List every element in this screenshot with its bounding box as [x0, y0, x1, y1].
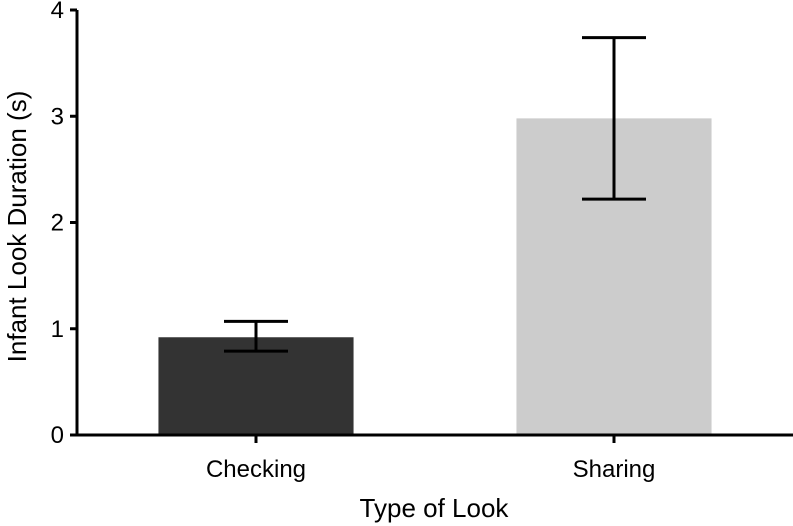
y-tick-label: 1 [51, 316, 64, 343]
x-tick-label-checking: Checking [206, 456, 306, 483]
y-axis-ticks: 0 1 2 3 4 [51, 0, 77, 449]
y-tick-label: 2 [51, 210, 64, 237]
x-axis-title: Type of Look [360, 493, 510, 523]
bars [158, 118, 712, 435]
y-tick-label: 3 [51, 103, 64, 130]
x-tick-label-sharing: Sharing [573, 456, 656, 483]
x-axis-ticks: Checking Sharing [206, 435, 655, 483]
bar-checking [158, 337, 354, 435]
error-bar-checking [224, 319, 288, 353]
y-axis-title: Infant Look Duration (s) [2, 91, 32, 363]
error-bar-sharing [582, 36, 646, 201]
y-tick-label: 0 [51, 422, 64, 449]
error-bars [224, 36, 646, 353]
y-tick-label: 4 [51, 0, 64, 24]
